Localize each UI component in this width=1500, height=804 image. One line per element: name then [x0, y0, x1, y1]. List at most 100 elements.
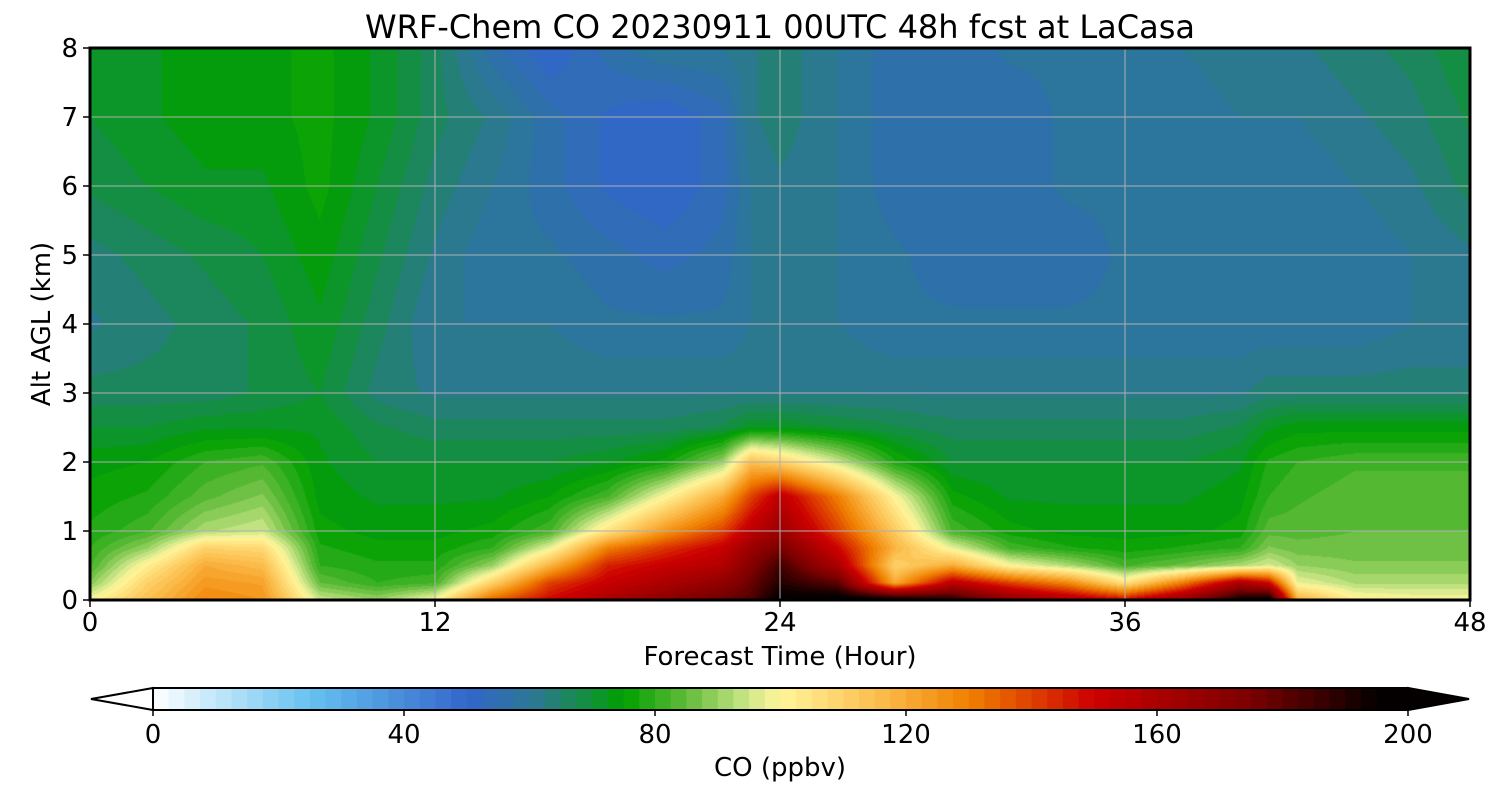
- colorbar-swatch: [341, 688, 358, 710]
- colorbar-swatch: [482, 688, 499, 710]
- colorbar-swatch: [1360, 688, 1378, 710]
- colorbar-extend-low: [90, 686, 154, 712]
- colorbar-swatch: [419, 688, 436, 710]
- colorbar-swatch: [1298, 688, 1315, 710]
- colorbar-swatch: [1015, 688, 1033, 710]
- colorbar-swatch: [749, 688, 766, 710]
- colorbar-swatch: [529, 688, 546, 710]
- colorbar-swatch: [1345, 688, 1362, 710]
- colorbar-swatch: [827, 688, 844, 710]
- colorbar-swatch: [984, 688, 1001, 710]
- colorbar-ticks: 0 40 80 120 160 200: [145, 710, 1433, 750]
- colorbar-swatch: [1282, 688, 1299, 710]
- colorbar-swatch: [1266, 688, 1284, 710]
- colorbar-swatch: [153, 688, 170, 710]
- y-tick-label: 5: [61, 241, 78, 271]
- colorbar-swatch: [858, 688, 876, 710]
- colorbar-swatch: [325, 688, 342, 710]
- colorbar-swatch: [843, 688, 860, 710]
- x-axis-label: Forecast Time (Hour): [643, 642, 916, 672]
- colorbar-swatch: [670, 688, 687, 710]
- colorbar-swatch: [702, 688, 719, 710]
- colorbar-swatch: [780, 688, 797, 710]
- colorbar-swatch: [717, 688, 735, 710]
- colorbar-swatches: [153, 688, 1409, 710]
- colorbar-swatch: [513, 688, 531, 710]
- y-tick-label: 3: [61, 379, 78, 409]
- y-tick-label: 4: [61, 310, 78, 340]
- colorbar-swatch: [1219, 688, 1237, 710]
- colorbar-swatch: [639, 688, 656, 710]
- x-tick-label: 0: [82, 608, 99, 638]
- colorbar-swatch: [1188, 688, 1205, 710]
- colorbar-swatch: [1157, 688, 1174, 710]
- colorbar-swatch: [1376, 688, 1393, 710]
- y-tick-label: 6: [61, 172, 78, 202]
- colorbar-swatch: [655, 688, 672, 710]
- colorbar-swatch: [184, 688, 201, 710]
- y-axis-ticks: 0 1 2 3 4 5 6 7 8: [61, 34, 90, 616]
- colorbar-swatch: [968, 688, 986, 710]
- colorbar-swatch: [247, 688, 264, 710]
- x-tick-label: 48: [1453, 608, 1486, 638]
- colorbar-swatch: [168, 688, 185, 710]
- colorbar-tick-label: 200: [1383, 720, 1433, 750]
- colorbar-swatch: [906, 688, 923, 710]
- colorbar-swatch: [1000, 688, 1017, 710]
- colorbar-tick-label: 80: [638, 720, 671, 750]
- colorbar-swatch: [1031, 688, 1048, 710]
- colorbar-swatch: [1078, 688, 1095, 710]
- colorbar-swatch: [498, 688, 515, 710]
- colorbar-swatch: [811, 688, 829, 710]
- colorbar-swatch: [451, 688, 468, 710]
- colorbar-swatch: [231, 688, 248, 710]
- x-tick-label: 36: [1108, 608, 1141, 638]
- colorbar-swatch: [764, 688, 782, 710]
- colorbar-swatch: [560, 688, 578, 710]
- colorbar-swatch: [1204, 688, 1221, 710]
- colorbar-swatch: [1047, 688, 1064, 710]
- colorbar-swatch: [435, 688, 452, 710]
- colorbar-swatch: [937, 688, 954, 710]
- colorbar-swatch: [592, 688, 609, 710]
- colorbar-swatch: [733, 688, 750, 710]
- colorbar-frame: [152, 687, 1409, 711]
- colorbar-swatch: [576, 688, 593, 710]
- colorbar-swatch: [404, 688, 421, 710]
- colorbar-swatch: [874, 688, 891, 710]
- colorbar-swatch: [1109, 688, 1127, 710]
- colorbar-swatch: [388, 688, 405, 710]
- x-tick-label: 12: [418, 608, 451, 638]
- colorbar-swatch: [1062, 688, 1080, 710]
- colorbar-swatch: [466, 688, 484, 710]
- colorbar-tick-label: 0: [145, 720, 162, 750]
- colorbar-swatch: [686, 688, 703, 710]
- x-tick-label: 24: [763, 608, 796, 638]
- colorbar-swatch: [1251, 688, 1268, 710]
- colorbar-swatch: [200, 688, 217, 710]
- y-axis-label: Alt AGL (km): [27, 242, 57, 406]
- colorbar-swatch: [262, 688, 280, 710]
- colorbar-swatch: [309, 688, 327, 710]
- colorbar-swatch: [294, 688, 311, 710]
- y-tick-label: 2: [61, 448, 78, 478]
- colorbar-extend-high: [1407, 686, 1470, 712]
- colorbar-swatch: [1125, 688, 1142, 710]
- colorbar-swatch: [623, 688, 640, 710]
- colorbar-swatch: [356, 688, 374, 710]
- colorbar-swatch: [607, 688, 625, 710]
- y-tick-label: 1: [61, 517, 78, 547]
- colorbar-swatch: [796, 688, 813, 710]
- colorbar-swatch: [545, 688, 562, 710]
- colorbar-swatch: [1392, 688, 1409, 710]
- colorbar-swatch: [890, 688, 907, 710]
- colorbar-swatch: [1141, 688, 1158, 710]
- y-tick-label: 7: [61, 103, 78, 133]
- y-tick-label: 8: [61, 34, 78, 64]
- colorbar-swatch: [1094, 688, 1111, 710]
- chart-title: WRF-Chem CO 20230911 00UTC 48h fcst at L…: [365, 8, 1195, 46]
- colorbar-swatch: [1313, 688, 1331, 710]
- colorbar-tick-label: 120: [881, 720, 931, 750]
